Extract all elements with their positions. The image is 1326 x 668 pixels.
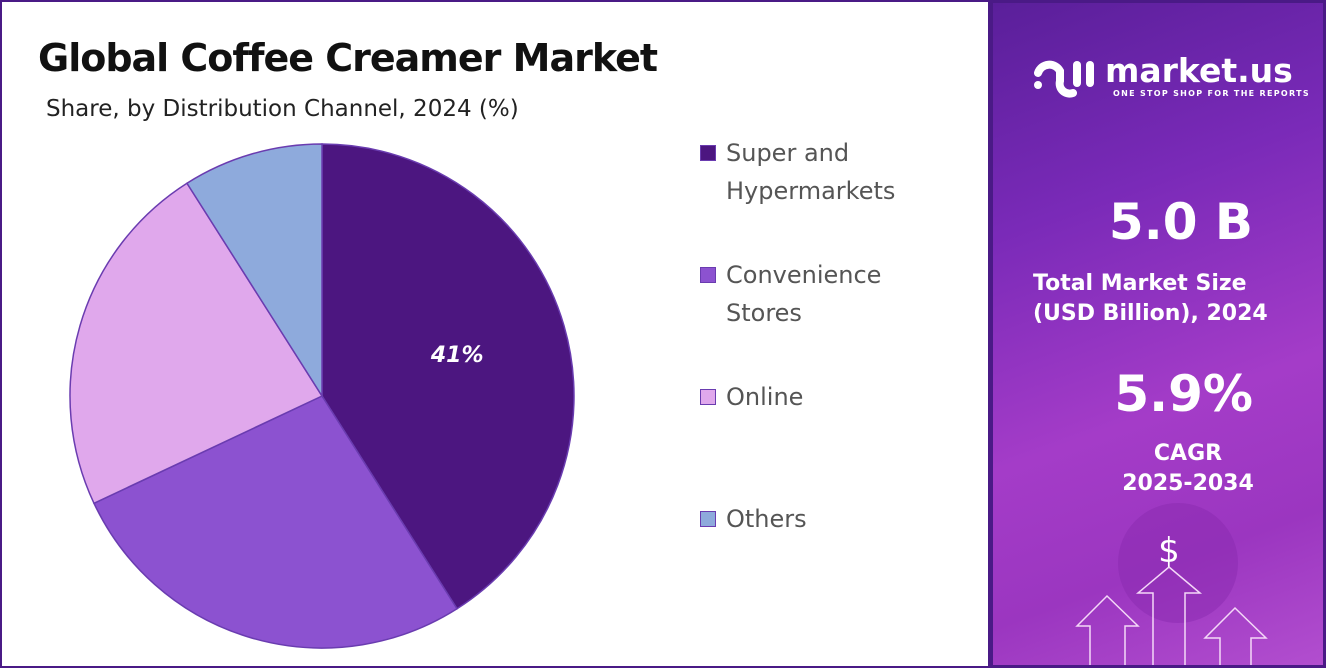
cagr-label: CAGR 2025-2034 [1118, 439, 1258, 499]
legend-swatch [700, 389, 716, 405]
stats-sidebar: $ market.us ONE STOP SHOP FOR THE REPORT… [990, 0, 1326, 668]
pie-slice-online [69, 182, 324, 505]
data-label: 41% [430, 343, 484, 368]
chart-subtitle: Share, by Distribution Channel, 2024 (%) [46, 96, 519, 122]
legend-item-online: Online [700, 378, 803, 416]
legend-label: Stores [726, 299, 802, 327]
pie-chart: 41% [69, 143, 575, 649]
legend-label: Hypermarkets [726, 177, 896, 205]
legend-swatch [700, 145, 716, 161]
cagr-label-line: CAGR [1153, 441, 1223, 466]
legend-label: Others [726, 505, 807, 533]
legend-item-convenience-stores: Convenience Stores [700, 256, 881, 332]
chart-title: Global Coffee Creamer Market [38, 36, 658, 80]
market-size-label-line: Total Market Size [1033, 271, 1247, 296]
legend-item-super-hypermarkets: Super and Hypermarkets [700, 134, 895, 210]
cagr-value: 5.9% [1114, 365, 1253, 423]
market-size-label: Total Market Size (USD Billion), 2024 [1033, 269, 1268, 329]
legend-label: Online [726, 383, 804, 411]
pie-slice-convenience-stores [92, 395, 459, 649]
market-us-logo-icon [1034, 60, 1094, 98]
background-decoration [1075, 503, 1268, 665]
dollar-icon: $ [1158, 531, 1180, 571]
legend-label: Super and [726, 139, 850, 167]
chart-panel: Global Coffee Creamer Market Share, by D… [0, 0, 990, 668]
pie-slice-others [185, 143, 323, 399]
logo-tagline: ONE STOP SHOP FOR THE REPORTS [1113, 89, 1310, 98]
legend-swatch [700, 267, 716, 283]
legend-item-others: Others [700, 500, 807, 538]
pie-slice-super-and-hypermarkets [321, 143, 575, 610]
legend-swatch [700, 511, 716, 527]
market-size-value: 5.0 B [1108, 193, 1253, 251]
logo-name: market.us [1105, 51, 1293, 90]
legend-label: Convenience [726, 261, 882, 289]
growth-arrows-icon [1075, 566, 1268, 665]
logo: market.us ONE STOP SHOP FOR THE REPORTS [1033, 51, 1309, 103]
market-size-label-line: (USD Billion), 2024 [1033, 301, 1268, 326]
cagr-period: 2025-2034 [1122, 471, 1254, 496]
